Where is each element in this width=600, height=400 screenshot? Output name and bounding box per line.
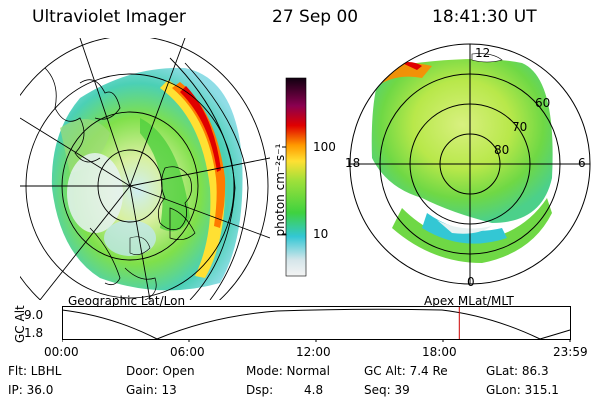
polar-mlt-18: 18 [345, 156, 361, 170]
info-door: Door: Open [126, 364, 195, 378]
polar-mlt-plot [349, 43, 591, 285]
info-dsp-value: 4.8 [304, 383, 324, 397]
orbit-xtick-1800: 18:00 [422, 345, 457, 359]
info-flt: Flt: LBHL [8, 364, 62, 378]
info-seq: Seq: 39 [364, 383, 410, 397]
date-label: 27 Sep 00 [272, 7, 359, 27]
polar-lat-80: 80 [494, 143, 510, 157]
orbit-xtick-1200: 12:00 [296, 345, 331, 359]
colorbar-tick-10: 10 [313, 227, 329, 241]
info-dsp-label: Dsp: [246, 383, 274, 397]
polar-mlt-0: 0 [467, 275, 475, 289]
left-panel-title: Geographic Lat/Lon [68, 294, 186, 308]
orbit-altitude-chart [62, 306, 571, 342]
info-gain: Gain: 13 [126, 383, 177, 397]
orbit-xtick-2359: 23:59 [553, 345, 588, 359]
right-panel-title: Apex MLat/MLT [424, 294, 514, 308]
polar-mlt-6: 6 [578, 156, 586, 170]
polar-lat-70: 70 [512, 120, 528, 134]
info-glon: GLon: 315.1 [486, 383, 559, 397]
info-glat: GLat: 86.3 [486, 364, 549, 378]
orbit-xtick-0600: 06:00 [170, 345, 205, 359]
colorbar-unit-label: photon cm⁻²s⁻¹ [273, 143, 287, 237]
orbit-ytick-low: 1.8 [24, 326, 44, 340]
orbit-ytick-high: 9.0 [24, 308, 44, 322]
info-gc-alt: GC Alt: 7.4 Re [364, 364, 448, 378]
polar-lat-60: 60 [535, 96, 551, 110]
info-ip: IP: 36.0 [8, 383, 54, 397]
geographic-auroral-image [20, 38, 270, 300]
colorbar [282, 77, 307, 277]
instrument-title: Ultraviolet Imager [32, 7, 186, 27]
colorbar-tick-100: 100 [313, 140, 336, 154]
orbit-xtick-0000: 00:00 [44, 345, 79, 359]
time-label: 18:41:30 UT [432, 7, 537, 27]
polar-mlt-12: 12 [475, 46, 491, 60]
info-mode: Mode: Normal [246, 364, 330, 378]
